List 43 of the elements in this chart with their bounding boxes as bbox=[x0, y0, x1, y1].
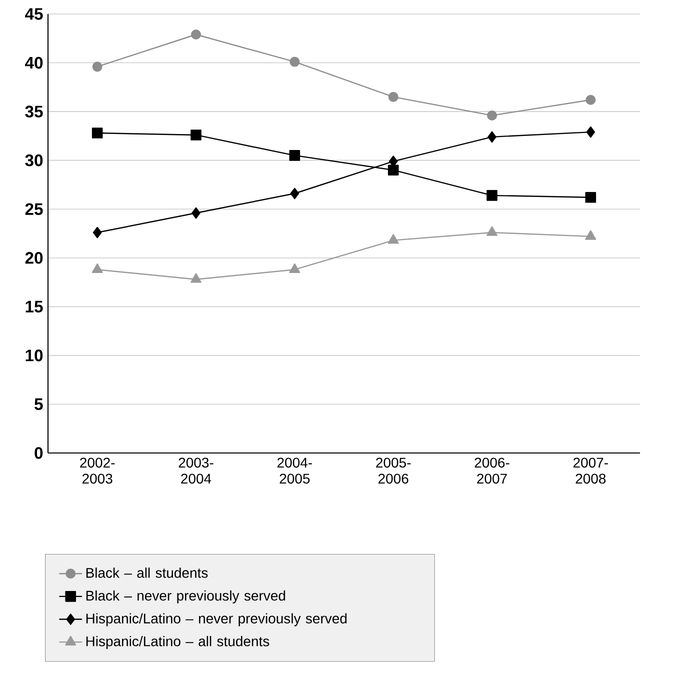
point bbox=[486, 226, 498, 236]
legend-label: Black – never previously served bbox=[86, 590, 286, 604]
point bbox=[388, 234, 399, 244]
point bbox=[92, 226, 102, 238]
point bbox=[388, 92, 398, 102]
x-tick-label: 2002-2003 bbox=[80, 458, 115, 484]
x-tick-label: 2007-2008 bbox=[573, 458, 608, 484]
y-tick-label: 40 bbox=[25, 56, 43, 69]
point bbox=[585, 230, 596, 240]
point bbox=[290, 188, 300, 200]
y-tick-label: 45 bbox=[25, 8, 43, 20]
point bbox=[388, 164, 399, 176]
point bbox=[289, 263, 300, 273]
point bbox=[190, 130, 202, 140]
point bbox=[585, 192, 596, 203]
x-tick-label: 2003-2004 bbox=[178, 458, 214, 484]
point bbox=[586, 94, 596, 105]
point bbox=[486, 110, 497, 120]
y-tick-label: 25 bbox=[25, 203, 43, 216]
y-tick-label: 15 bbox=[26, 300, 43, 312]
point bbox=[92, 128, 103, 138]
point bbox=[290, 56, 300, 67]
y-tick-label: 0 bbox=[34, 447, 43, 459]
x-tick-label: 2004-2005 bbox=[277, 458, 312, 484]
y-tick-label: 35 bbox=[25, 106, 43, 118]
x-tick-label: 2005-2006 bbox=[376, 458, 411, 484]
point bbox=[289, 150, 300, 161]
legend-label: Black – all students bbox=[86, 568, 208, 578]
point bbox=[488, 131, 496, 143]
legend-label: Hispanic/Latino – all students bbox=[86, 636, 270, 650]
point bbox=[586, 126, 596, 138]
y-tick-label: 20 bbox=[25, 252, 43, 264]
point bbox=[190, 29, 201, 40]
x-tick-label: 2006-2007 bbox=[474, 458, 510, 484]
point bbox=[192, 207, 200, 219]
y-tick-label: 30 bbox=[25, 154, 43, 166]
point bbox=[92, 62, 102, 72]
y-tick-label: 10 bbox=[26, 350, 43, 362]
y-tick-label: 5 bbox=[34, 398, 43, 410]
point bbox=[190, 273, 202, 283]
legend-label: Hispanic/Latino – never previously served bbox=[86, 613, 347, 626]
point bbox=[486, 190, 498, 201]
point bbox=[92, 263, 103, 273]
